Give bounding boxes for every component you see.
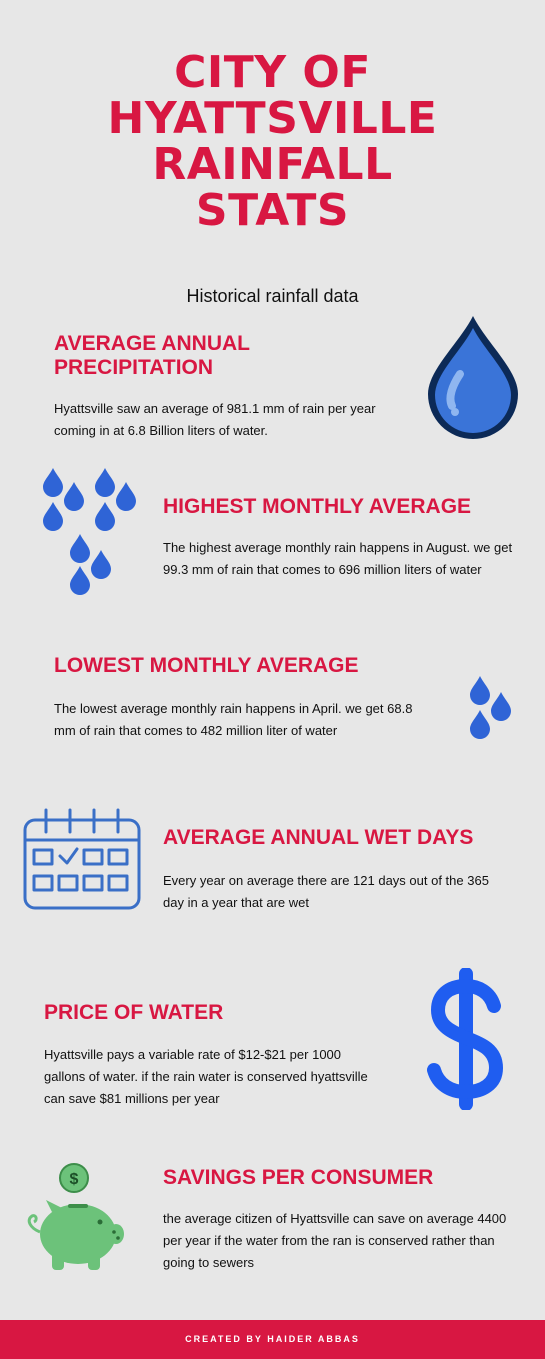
title-line: CITY OF	[174, 47, 371, 98]
dollar-sign-icon	[427, 968, 504, 1110]
rain-drops-icon	[43, 468, 136, 595]
svg-text:$: $	[70, 1171, 79, 1188]
section-heading-price-of-water: PRICE OF WATER	[44, 1001, 224, 1024]
title-line: HYATTSVILLE	[107, 93, 438, 144]
section-body-highest-monthly: The highest average monthly rain happens…	[163, 540, 513, 577]
section-heading-wet-days: AVERAGE ANNUAL WET DAYS	[163, 826, 474, 849]
section-heading-annual-precipitation: AVERAGE ANNUAL PRECIPITATION	[54, 332, 250, 380]
title-line: RAINFALL	[152, 139, 393, 190]
footer-credit: CREATED BY HAIDER ABBAS	[0, 1320, 545, 1359]
calendar-icon	[23, 808, 141, 910]
piggy-bank-icon: $	[27, 1163, 124, 1270]
section-body-lowest-monthly: The lowest average monthly rain happens …	[54, 701, 413, 738]
page-subtitle: Historical rainfall data	[186, 286, 359, 306]
section-body-price-of-water: Hyattsville pays a variable rate of $12-…	[44, 1047, 368, 1106]
page-title: CITY OF HYATTSVILLE RAINFALL STATS	[0, 50, 545, 234]
water-drop-icon	[428, 316, 518, 439]
small-rain-drops-icon	[470, 676, 511, 739]
section-body-annual-precipitation: Hyattsville saw an average of 981.1 mm o…	[54, 401, 376, 438]
section-heading-lowest-monthly: LOWEST MONTHLY AVERAGE	[54, 654, 359, 677]
heading-line: AVERAGE ANNUAL	[54, 332, 251, 355]
section-body-wet-days: Every year on average there are 121 days…	[163, 873, 489, 910]
title-line: STATS	[195, 185, 350, 236]
section-heading-highest-monthly: HIGHEST MONTHLY AVERAGE	[163, 495, 472, 518]
section-body-savings-per-consumer: the average citizen of Hyattsville can s…	[163, 1211, 507, 1270]
heading-line: PRECIPITATION	[54, 356, 214, 379]
section-heading-savings-per-consumer: SAVINGS PER CONSUMER	[163, 1166, 434, 1189]
